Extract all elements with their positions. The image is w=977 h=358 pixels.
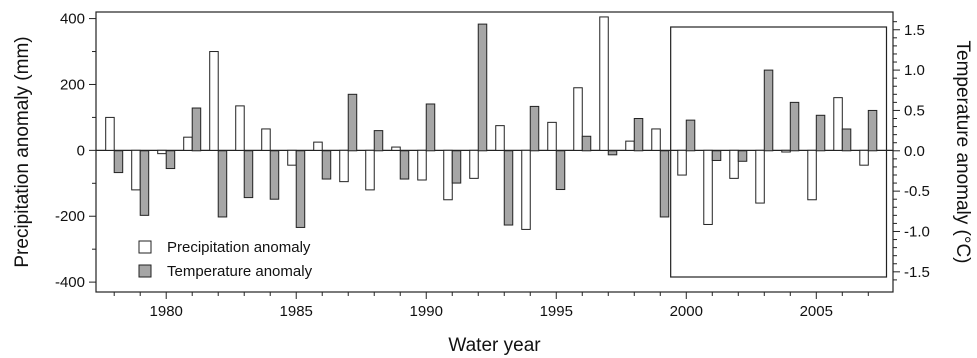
bar-temperature-1987 [347, 93, 358, 152]
bar-temperature-1979 [139, 150, 150, 216]
y-right-tick-label: -0.5 [904, 183, 930, 200]
y-right-tick-label: 0.5 [904, 102, 925, 119]
bar-temperature-1997 [607, 150, 618, 156]
bar-precipitation-1993 [495, 125, 505, 151]
bar-temperature-1981 [191, 107, 202, 152]
bar-temperature-1984 [269, 150, 280, 200]
bar-precipitation-1979 [131, 149, 141, 191]
bar-precipitation-2004 [781, 149, 791, 153]
bar-precipitation-2006 [833, 97, 843, 151]
y-left-tick-label: -200 [55, 208, 85, 225]
legend-label-temperature: Temperature anomaly [167, 263, 313, 280]
y-right-tick-label: -1.0 [904, 223, 930, 240]
bar-precipitation-2003 [755, 149, 765, 204]
bar-temperature-2006 [841, 128, 852, 152]
plot-area [95, 11, 894, 293]
bar-precipitation-1992 [469, 149, 479, 179]
bar-precipitation-2005 [807, 149, 817, 201]
bar-temperature-1980 [165, 150, 176, 170]
bar-temperature-1989 [399, 150, 410, 180]
bar-precipitation-1995 [547, 121, 557, 151]
bar-temperature-1996 [581, 135, 592, 152]
y-axis-right-title: Temperature anomaly (°C) [952, 40, 973, 263]
bar-temperature-2004 [789, 101, 800, 152]
bar-precipitation-1999 [651, 128, 661, 151]
bar-temperature-1998 [633, 118, 644, 152]
bar-precipitation-1994 [521, 149, 531, 230]
bar-precipitation-1998 [625, 140, 635, 151]
bar-precipitation-2007 [859, 149, 869, 166]
x-axis-title: Water year [448, 335, 541, 356]
bar-temperature-1990 [425, 103, 436, 152]
bar-precipitation-1985 [287, 149, 297, 166]
bar-precipitation-1989 [391, 146, 401, 151]
bar-temperature-1995 [555, 150, 566, 191]
bar-precipitation-1987 [339, 149, 349, 183]
bar-temperature-1999 [659, 150, 670, 218]
legend-swatch-precipitation [138, 240, 152, 254]
bar-temperature-1986 [321, 150, 332, 180]
y-left-tick-label: 0 [77, 142, 85, 159]
x-axis: 1980 1985 1990 1995 2000 2005 [113, 292, 869, 320]
legend: Precipitation anomaly Temperature anomal… [138, 239, 313, 280]
bar-precipitation-1983 [235, 105, 245, 151]
bar-temperature-2002 [737, 150, 748, 162]
highlight-box [670, 26, 888, 278]
bar-precipitation-1980 [157, 149, 167, 155]
bar-precipitation-2001 [703, 149, 713, 225]
x-tick-label-1995: 1995 [540, 303, 573, 320]
bar-temperature-1988 [373, 130, 384, 152]
bar-precipitation-1997 [599, 16, 609, 151]
y-right-tick-label: -1.5 [904, 264, 930, 281]
x-tick-label-1980: 1980 [150, 303, 183, 320]
bar-precipitation-1984 [261, 128, 271, 151]
y-axis-left-title: Precipitation anomaly (mm) [12, 36, 33, 267]
bar-temperature-1992 [477, 23, 488, 152]
bar-precipitation-1990 [417, 149, 427, 181]
bar-temperature-2000 [685, 119, 696, 152]
x-tick-label-2005: 2005 [800, 303, 833, 320]
y-right-tick-label: 1.0 [904, 62, 925, 79]
x-tick-label-1985: 1985 [280, 303, 313, 320]
y-axis-right: 1.5 1.0 0.5 0.0 -0.5 -1.0 -1.5 [893, 21, 930, 281]
bar-precipitation-1981 [183, 136, 193, 151]
x-tick-label-1990: 1990 [410, 303, 443, 320]
bar-temperature-1983 [243, 150, 254, 199]
bar-temperature-1994 [529, 105, 540, 152]
plot-frame [95, 11, 894, 293]
bar-precipitation-1988 [365, 149, 375, 191]
bar-temperature-1982 [217, 150, 228, 218]
bar-precipitation-1978 [105, 116, 115, 151]
legend-label-precipitation: Precipitation anomaly [167, 239, 311, 256]
bar-precipitation-1996 [573, 87, 583, 151]
bar-temperature-2001 [711, 150, 722, 161]
bar-temperature-1993 [503, 150, 514, 226]
y-left-tick-label: -400 [55, 274, 85, 291]
bar-temperature-1985 [295, 150, 306, 228]
bar-temperature-1991 [451, 150, 462, 184]
legend-swatch-temperature [138, 264, 152, 278]
y-left-tick-label: 200 [60, 76, 85, 93]
bar-precipitation-1986 [313, 141, 323, 151]
bar-temperature-1978 [113, 150, 124, 174]
bar-temperature-2005 [815, 114, 826, 152]
y-left-tick-label: 400 [60, 11, 85, 28]
y-right-tick-label: 0.0 [904, 143, 925, 160]
bar-temperature-2007 [867, 109, 878, 152]
bar-temperature-2003 [763, 69, 774, 152]
y-axis-left: 400 200 0 -200 -400 [55, 11, 96, 291]
bar-precipitation-2000 [677, 149, 687, 176]
x-tick-label-2000: 2000 [670, 303, 703, 320]
bar-precipitation-1991 [443, 149, 453, 201]
bar-group [105, 16, 878, 230]
y-right-tick-label: 1.5 [904, 22, 925, 39]
bar-precipitation-1982 [209, 51, 219, 151]
bar-precipitation-2002 [729, 149, 739, 179]
